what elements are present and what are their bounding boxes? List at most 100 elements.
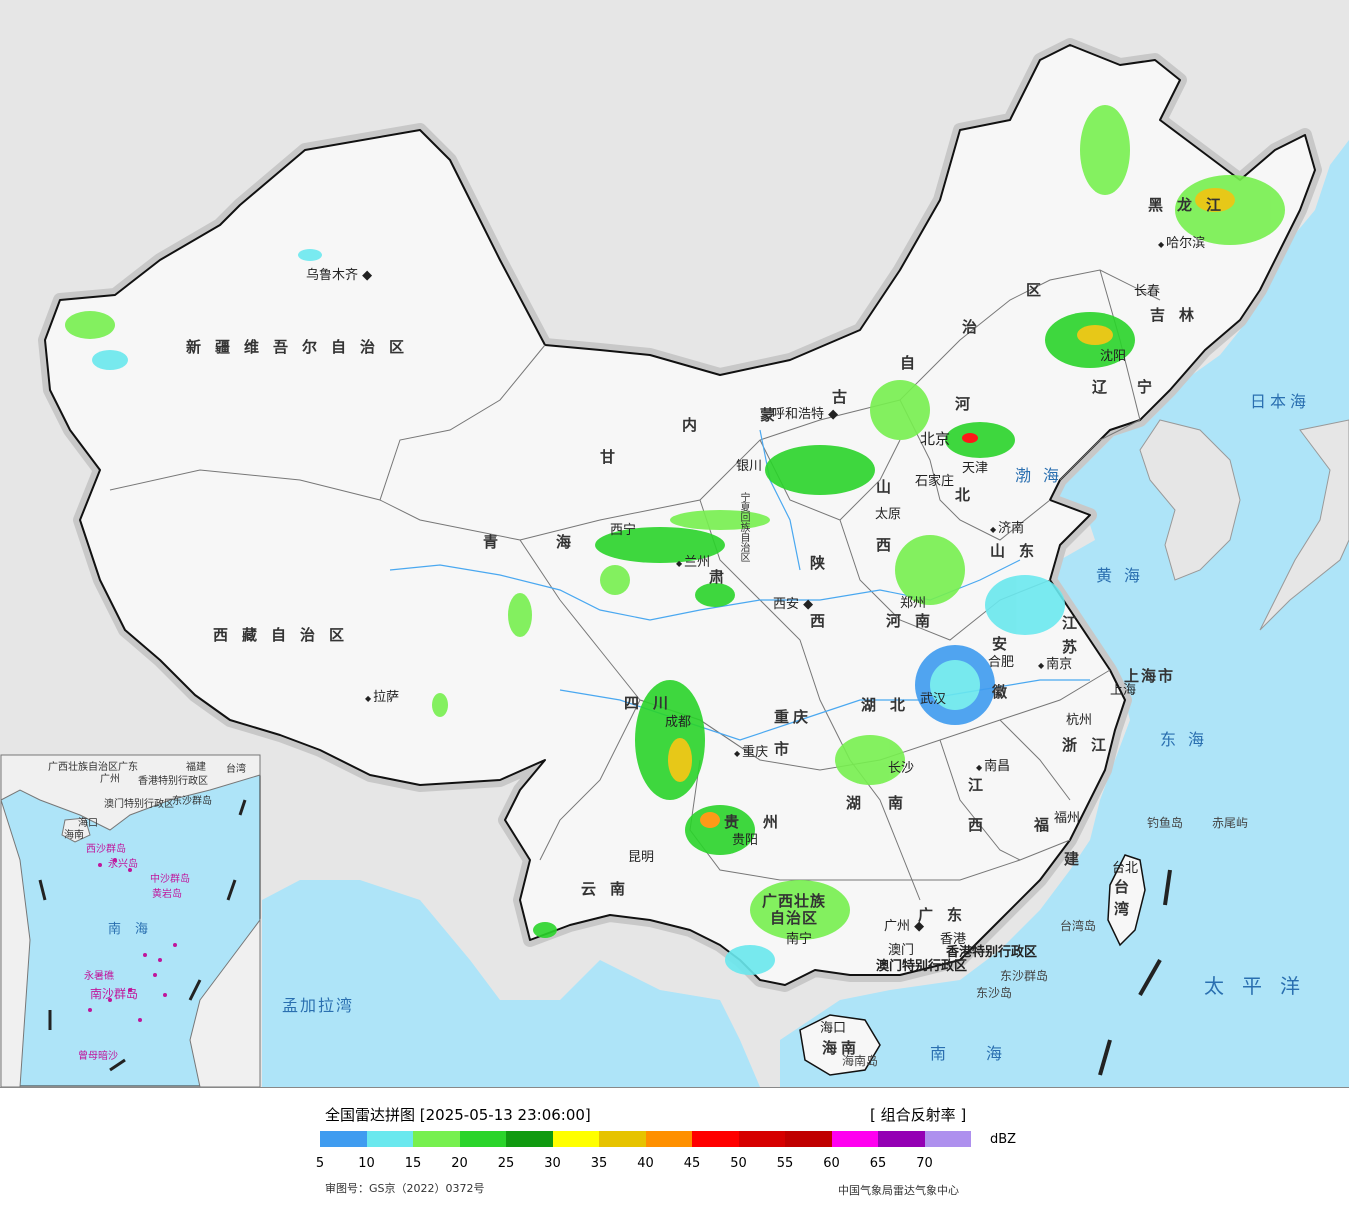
province-taiwan-2: 湾 [1114,900,1144,918]
scale-tick-label: 65 [869,1156,887,1171]
scale-tick-label: 25 [497,1156,515,1171]
province-guangxi-1: 广西壮族 [762,892,827,910]
color-swatch [459,1131,506,1147]
sea-bohai: 渤海 [1015,466,1072,485]
province-jiangxi-1: 江 [968,776,998,794]
inset-yongshu: 永暑礁 [84,971,114,982]
map-approval-number: 审图号：GS京（2022）0372号 [325,1182,485,1195]
island-chiwei: 赤尾屿 [1212,816,1249,830]
city-haikou: 海口 [820,1021,847,1036]
inset-guangdong: 广东 [118,762,138,773]
city-hohhot: 呼和浩特 ◆ [772,407,839,422]
city-nanchang: 南昌 [976,760,1010,773]
city-wuhan: 武汉 [920,692,947,707]
scale-tick-label: 45 [683,1156,701,1171]
sea-taipingyang: 太平洋 [1204,974,1318,998]
inset-xisha: 西沙群岛 [86,844,126,855]
province-liaoning-1: 辽 [1092,378,1122,396]
color-swatch [924,1131,971,1147]
taiwan-island-shape [1107,854,1146,947]
province-xianggang: 香港特别行政区 [946,945,1038,960]
province-jiangsu-2: 苏 [1062,638,1092,656]
inset-yongxing: 永兴岛 [108,859,138,870]
scale-tick-label: 35 [590,1156,608,1171]
color-swatch [785,1131,832,1147]
province-jilin: 吉林 [1150,306,1209,324]
province-heilongjiang: 黑龙江 [1148,196,1236,214]
province-guangdong: 广东 [918,906,977,924]
korea-land [1139,419,1241,581]
province-beijing: 北京 [920,430,951,448]
scale-tick-label: 70 [916,1156,933,1171]
inset-xianggang: 香港特别行政区 [138,776,208,787]
radar-echoes [65,105,1285,975]
province-qinghai-1: 青 [483,533,513,551]
color-swatch [645,1131,692,1147]
city-shenyang: 沈阳 [1100,349,1127,364]
province-jiangxi-2: 西 [968,816,998,834]
color-swatch [692,1131,739,1147]
province-shanxi-2: 西 [876,536,906,554]
province-gansu-2: 肃 [709,568,739,586]
data-source: 中国气象局雷达气象中心 [838,1184,959,1197]
province-neimenggu-5: 治 [962,318,992,336]
province-shanxi-1: 山 [876,478,906,496]
inset-zengmu: 曾母暗沙 [78,1051,118,1062]
province-neimenggu-3: 古 [832,388,862,406]
city-lhasa: 拉萨 [365,691,399,704]
color-swatch [320,1131,367,1147]
province-hebei-2: 北 [955,486,985,504]
color-swatch [413,1131,460,1147]
legend-unit: dBZ [990,1132,1017,1147]
province-anhui-2: 徽 [992,683,1022,701]
city-lanzhou: 兰州 [676,556,710,569]
province-sichuan: 四川 [624,694,683,712]
province-qinghai-2: 海 [556,533,586,551]
city-jinan: 济南 [990,522,1024,535]
province-chongqing-2: 市 [774,740,804,758]
city-xining: 西宁 [610,523,637,538]
scale-tick-label: 60 [823,1156,840,1171]
legend-product: [ 组合反射率 ] [870,1106,967,1124]
island-diaoyu: 钓鱼岛 [1147,816,1184,830]
island-dongsha-qundao: 东沙群岛 [1000,969,1049,983]
radar-map[interactable]: 新疆维吾尔自治区 西藏自治区 青 海 甘 肃 内 蒙 古 自 治 区 黑龙江 吉… [0,0,1349,1088]
ocean-bay-bengal [262,880,760,1087]
province-henan: 河南 [886,612,945,630]
map-canvas [0,38,1349,1087]
sea-donghai: 东海 [1160,730,1217,749]
south-china-sea-inset [0,754,261,1087]
province-fujian-1: 福 [1034,816,1064,834]
inset-aomen: 澳门特别行政区 [104,799,174,810]
province-neimenggu-6: 区 [1026,281,1056,299]
city-shanghai: 上海 [1110,683,1137,698]
scale-tick-label: 10 [358,1156,375,1171]
province-shaanxi-1: 陕 [810,554,840,572]
inset-dongsha: 东沙群岛 [172,796,212,807]
legend-title: 全国雷达拼图 [2025-05-13 23:06:00] [325,1106,591,1124]
inset-zhongsha: 中沙群岛 [150,874,190,885]
province-hebei-1: 河 [955,395,985,413]
island-taiwan: 台湾岛 [1060,919,1097,933]
province-hunan-1: 湖 [846,794,876,812]
sea-mengjiala: 孟加拉湾 [282,996,355,1015]
province-yunnan: 云南 [581,880,640,898]
city-xian: 西安 ◆ [773,597,814,612]
inset-guangzhou: 广州 [100,774,120,785]
color-swatch [506,1131,553,1147]
province-hainan: 海南 [822,1039,861,1057]
scale-tick-label: 30 [544,1156,561,1171]
scale-tick-label: 50 [730,1156,747,1171]
scale-tick-label: 20 [451,1156,468,1171]
province-shanghai: 上海市 [1124,667,1176,685]
province-shaanxi-2: 西 [810,612,840,630]
inset-huangyan: 黄岩岛 [152,889,182,900]
ocean-east [780,140,1349,1087]
province-jiangsu-1: 江 [1062,614,1092,632]
city-nanning: 南宁 [786,932,813,947]
scale-tick-label: 40 [637,1156,654,1171]
hainan-island-shape [799,1014,881,1076]
city-kunming: 昆明 [628,850,655,865]
sea-japan: 日本海 [1250,392,1311,411]
province-taiwan-1: 台 [1114,878,1144,896]
